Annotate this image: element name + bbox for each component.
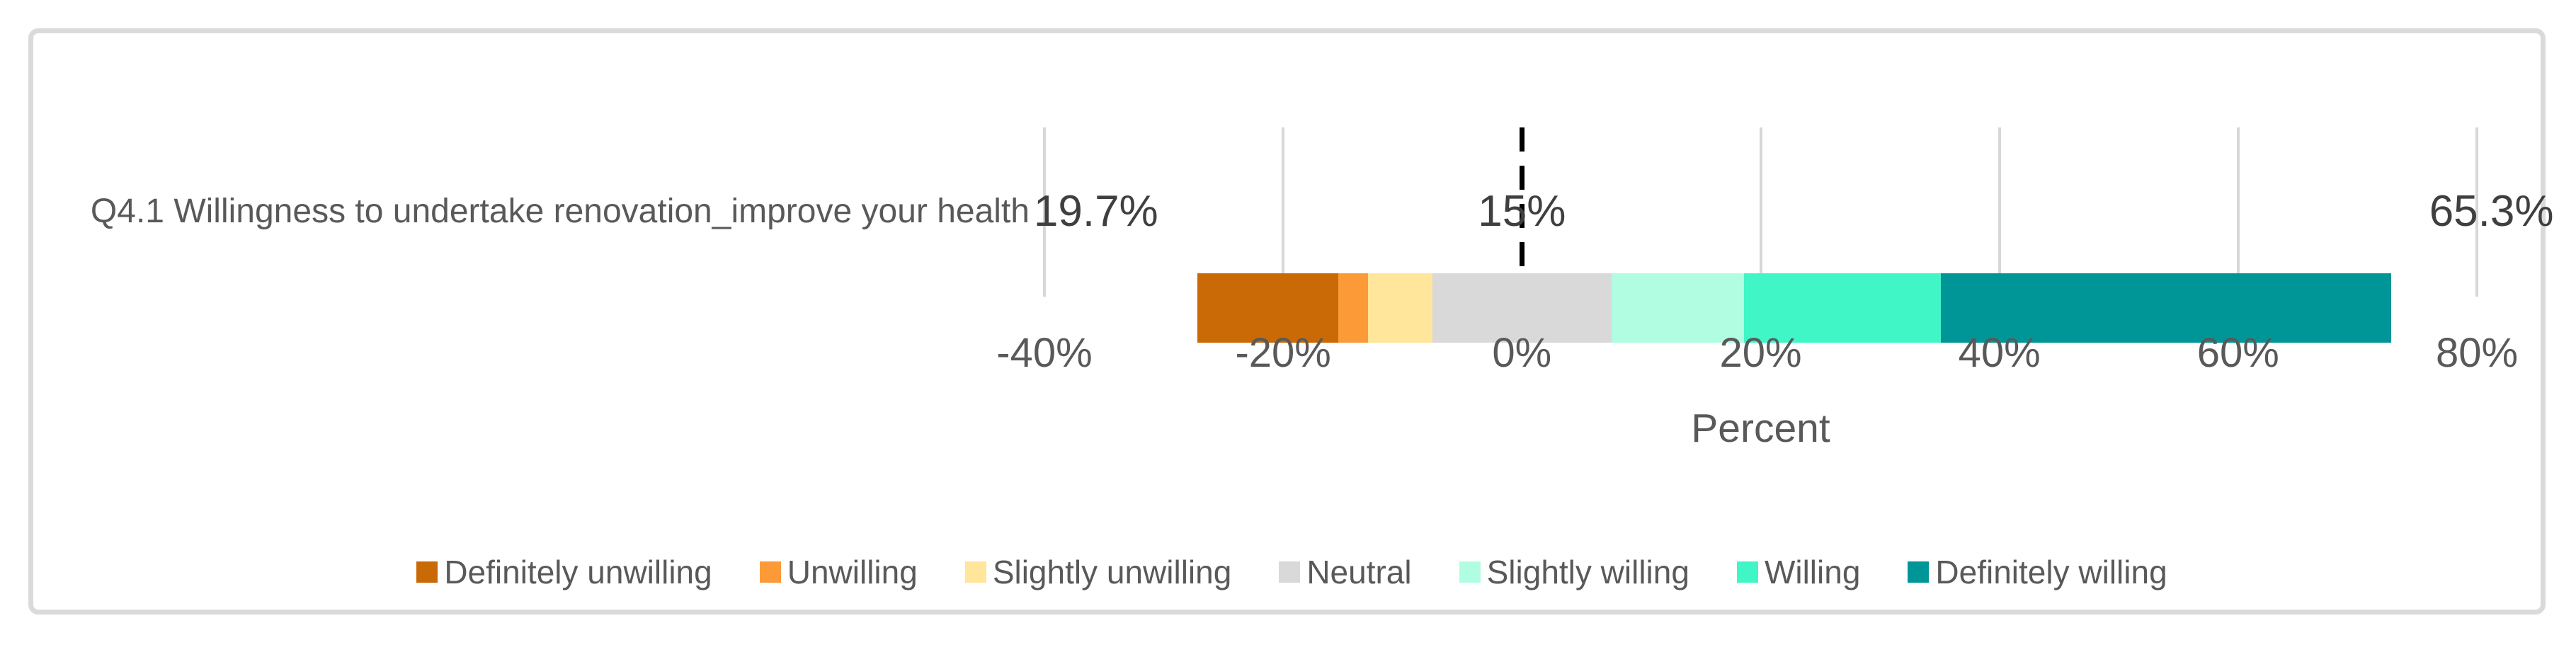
legend-item-definitely-unwilling: Definitely unwilling (416, 554, 712, 590)
legend: Definitely unwilling Unwilling Slightly un… (33, 554, 2551, 590)
x-tick-label-60: 60% (2196, 330, 2279, 376)
legend-swatch-icon (1908, 561, 1930, 583)
zero-reference-line (1519, 127, 1524, 301)
bar-segment-definitely-willing (1941, 273, 2391, 343)
chart-card: Q4.1 Willingness to undertake renovation… (28, 28, 2554, 615)
bar-segment-definitely-unwilling (1197, 273, 1338, 343)
bar-segment-willing (1743, 273, 1942, 343)
neutral-label: 15% (1478, 187, 1566, 236)
gridline (1997, 127, 2001, 297)
legend-item-neutral: Neutral (1279, 554, 1412, 590)
x-tick-label-80: 80% (2435, 330, 2519, 376)
legend-swatch-icon (416, 561, 438, 583)
x-axis-title: Percent (1691, 406, 1830, 451)
plot-area (1043, 127, 2478, 343)
x-tick-label--40: -40% (996, 330, 1093, 376)
legend-label: Slightly willing (1486, 554, 1689, 590)
legend-swatch-icon (964, 561, 986, 583)
gridline (2236, 127, 2240, 297)
legend-label: Unwilling (787, 554, 918, 590)
legend-swatch-icon (759, 561, 781, 583)
gridline (1282, 127, 1285, 297)
bar-segment-neutral (1432, 273, 1612, 343)
legend-item-slightly-unwilling: Slightly unwilling (964, 554, 1232, 590)
legend-label: Slightly unwilling (992, 554, 1232, 590)
legend-swatch-icon (1736, 561, 1758, 583)
gridline (1759, 127, 1762, 297)
category-label: Q4.1 Willingness to undertake renovation… (90, 193, 1030, 230)
legend-item-unwilling: Unwilling (759, 554, 918, 590)
gridline (1043, 127, 1046, 297)
legend-item-definitely-willing: Definitely willing (1908, 554, 2167, 590)
legend-label: Definitely unwilling (444, 554, 712, 590)
legend-label: Neutral (1306, 554, 1412, 590)
legend-label: Definitely willing (1935, 554, 2167, 590)
x-tick-label-20: 20% (1719, 330, 1802, 376)
legend-swatch-icon (1279, 561, 1301, 583)
negative-total-label: 19.7% (1033, 187, 1158, 236)
stacked-bar (1197, 273, 2391, 343)
legend-item-slightly-willing: Slightly willing (1459, 554, 1689, 590)
bar-segment-slightly-unwilling (1367, 273, 1432, 343)
legend-swatch-icon (1459, 561, 1481, 583)
x-tick-label-40: 40% (1958, 330, 2041, 376)
x-tick-label--20: -20% (1235, 330, 1331, 376)
bar-segment-unwilling (1338, 273, 1368, 343)
positive-total-label: 65.3% (2429, 187, 2554, 236)
legend-item-willing: Willing (1736, 554, 1861, 590)
x-tick-label-0: 0% (1492, 330, 1552, 376)
legend-label: Willing (1764, 554, 1861, 590)
gridline (2475, 127, 2478, 297)
bar-segment-slightly-willing (1611, 273, 1744, 343)
